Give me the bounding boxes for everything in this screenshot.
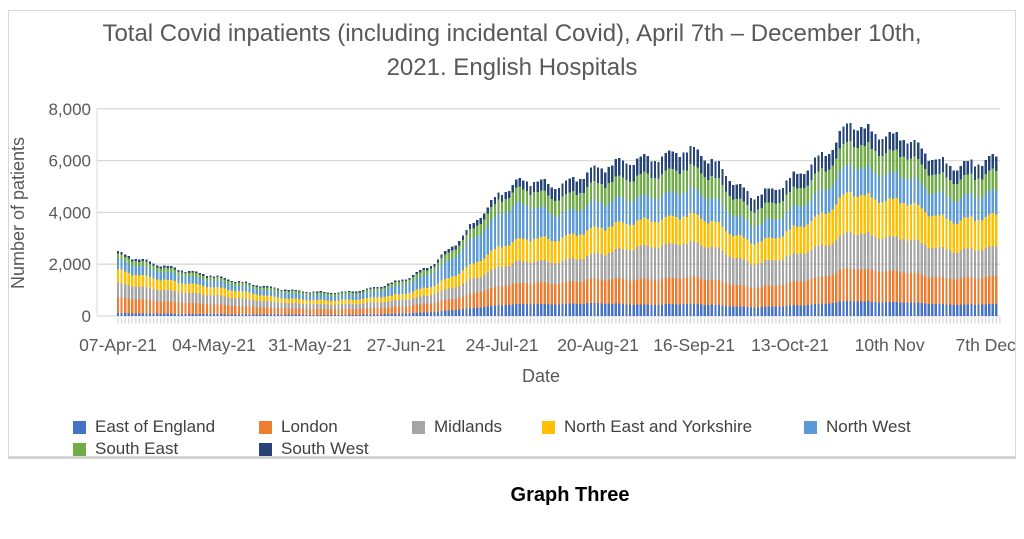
legend-swatch — [73, 442, 86, 456]
legend-label: London — [281, 417, 338, 436]
legend-item-south-east: South East — [73, 438, 259, 460]
y-axis-tick-labels: 0 2,000 4,000 6,000 8,000 — [48, 100, 91, 326]
y-tick-label: 6,000 — [48, 152, 91, 171]
x-tick-label: 07-Apr-21 — [79, 335, 157, 355]
x-tick-label: 7th Dec — [956, 335, 1015, 355]
legend-item-east-of-england: East of England — [73, 416, 259, 438]
chart-title: Total Covid inpatients (including incide… — [102, 20, 922, 81]
x-tick-label: 16-Sep-21 — [653, 335, 735, 355]
x-tick-label: 31-May-21 — [268, 335, 352, 355]
y-tick-label: 8,000 — [48, 100, 91, 119]
legend: East of England London Midlands North East … — [73, 416, 1003, 460]
x-axis-tick-labels: 07-Apr-21 04-May-21 31-May-21 27-Jun-21 24-J… — [79, 335, 1015, 355]
y-tick-label: 0 — [82, 307, 91, 326]
x-tick-label: 04-May-21 — [172, 335, 256, 355]
legend-swatch — [542, 420, 555, 434]
legend-label: North West — [826, 417, 911, 436]
x-axis-label: Date — [522, 366, 560, 386]
x-tick-label: 13-Oct-21 — [751, 335, 829, 355]
legend-item-north-east-and-yorkshire: North East and Yorkshire — [542, 416, 804, 438]
y-axis-title: Number of patients — [9, 137, 28, 289]
legend-swatch — [804, 420, 817, 434]
legend-item-london: London — [259, 416, 412, 438]
legend-label: North East and Yorkshire — [564, 417, 753, 436]
caption-graph-three: Graph Three — [510, 484, 630, 506]
x-tick-label: 20-Aug-21 — [557, 335, 639, 355]
x-tick-label: 10th Nov — [855, 335, 925, 355]
legend-label: East of England — [95, 417, 216, 436]
legend-label: South East — [95, 439, 179, 458]
legend-item-north-west: North West — [804, 416, 984, 438]
plot-area: 0 2,000 4,000 6,000 8,000 07-Apr-21 04-May-21… — [9, 100, 1015, 386]
x-axis-tick-marks — [117, 317, 1001, 324]
legend-item-midlands: Midlands — [412, 416, 542, 438]
legend-swatch — [412, 420, 425, 434]
chart-frame: Total Covid inpatients (including incide… — [8, 10, 1016, 460]
legend-label: South West — [281, 439, 369, 458]
legend-label: Midlands — [434, 417, 503, 436]
legend-swatch — [259, 420, 272, 434]
legend-swatch — [259, 442, 272, 456]
x-tick-label: 27-Jun-21 — [367, 335, 446, 355]
legend-swatch — [73, 420, 86, 434]
y-tick-label: 2,000 — [48, 255, 91, 274]
x-tick-label: 24-Jul-21 — [466, 335, 539, 355]
legend-item-south-west: South West — [259, 438, 439, 460]
y-tick-label: 4,000 — [48, 203, 91, 222]
stacked-bars-group — [116, 122, 998, 316]
